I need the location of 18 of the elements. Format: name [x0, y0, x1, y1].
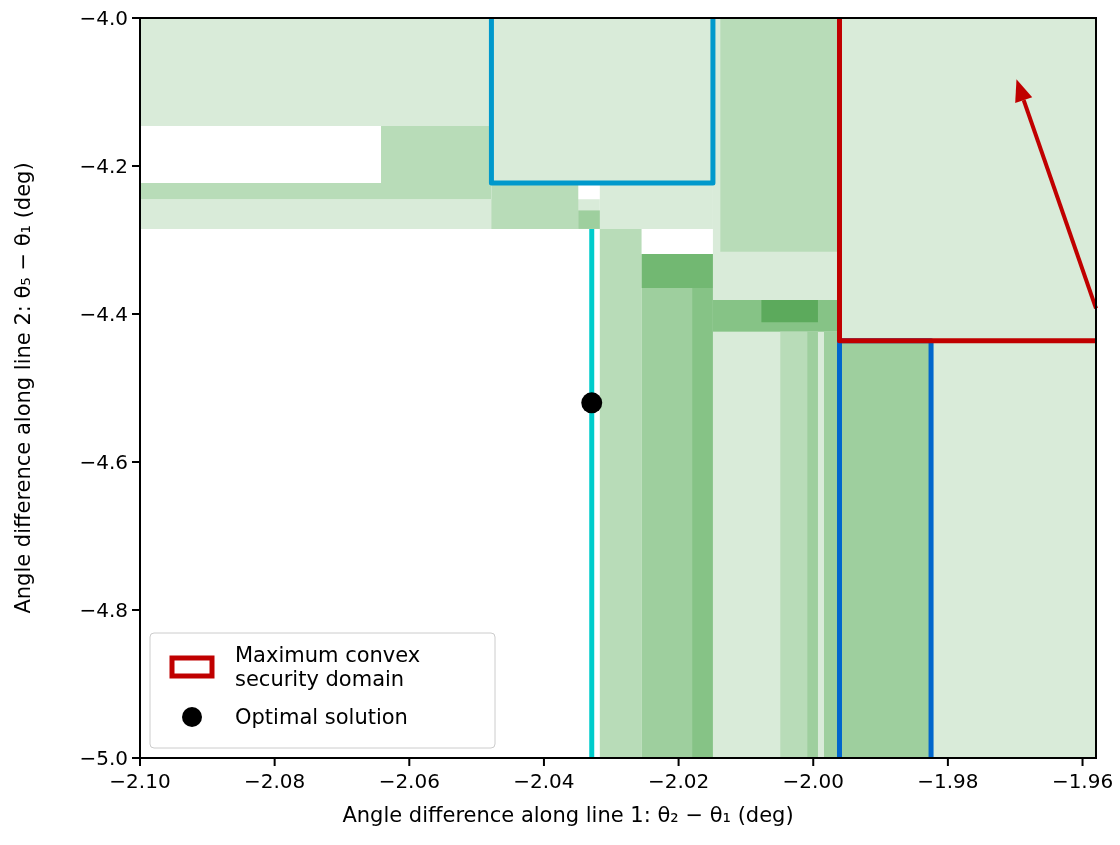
x-tick-label: −2.08	[244, 769, 306, 793]
y-tick-label: −5.0	[79, 746, 128, 770]
y-tick-label: −4.0	[79, 6, 128, 30]
x-axis-title: Angle difference along line 1: θ₂ − θ₁ (deg)	[342, 803, 794, 827]
x-tick-label: −1.96	[1051, 769, 1114, 793]
legend-label: Optimal solution	[235, 705, 408, 729]
y-tick-label: −4.6	[79, 450, 128, 474]
x-tick-label: −2.02	[647, 769, 710, 793]
y-axis-title: Angle difference along line 2: θ₅ − θ₁ (deg)	[11, 162, 35, 614]
legend-label: Maximum convex security domain	[235, 643, 421, 691]
x-tick-label: −2.06	[378, 769, 440, 793]
x-tick-label: −1.98	[917, 769, 979, 793]
x-tick-label: −2.10	[109, 769, 171, 793]
x-tick-label: −2.00	[782, 769, 844, 793]
y-tick-label: −4.2	[79, 154, 128, 178]
y-tick-label: −4.4	[79, 302, 128, 326]
y-tick-label: −4.8	[79, 598, 128, 622]
x-tick-label: −2.04	[513, 769, 575, 793]
